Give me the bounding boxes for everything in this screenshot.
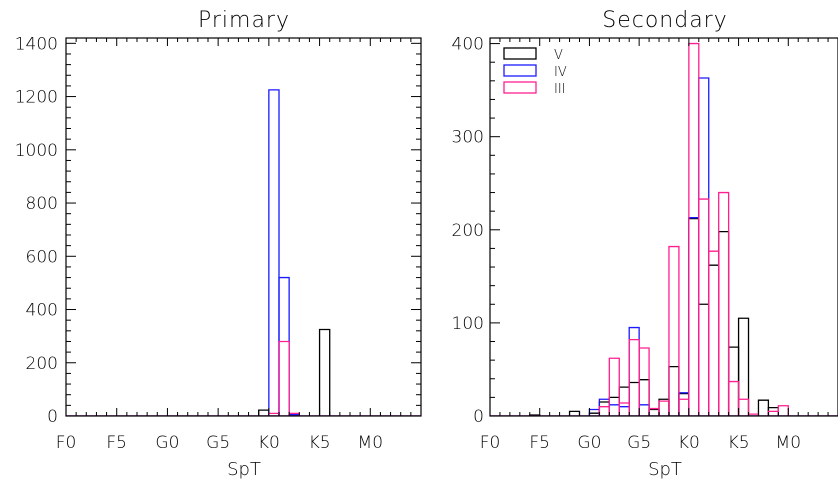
secondary-panel: Secondary SpT F0 F5 G0 G5 K0 K5 M0 0 100 200 300 40… [452,8,838,480]
legend-label-v: V [554,48,563,63]
y-tick-label: 100 [452,314,484,334]
hist-bar [628,326,640,416]
x-tick-label: K0 [678,433,700,453]
hist-bar [678,392,690,416]
legend-label-iv: IV [554,65,567,80]
x-tick-label: K5 [728,433,750,453]
y-tick-label: 1200 [15,88,58,108]
legend-swatch-iii [503,81,537,94]
hist-bar [648,408,660,416]
hist-bar [698,77,710,416]
x-tick-label: G5 [627,433,651,453]
series-iii-1 [490,42,838,416]
hist-bar [318,328,331,416]
hist-bar [628,381,640,416]
hist-bar [608,404,620,416]
hist-bar [678,393,690,416]
hist-bar [767,410,779,416]
hist-bar [658,400,670,416]
primary-panel: Primary SpT F0 F5 G0 G5 K0 K5 M0 0 200 400 600 800 1… [15,8,422,480]
x-tick-label: F0 [480,433,501,453]
series-v-1 [490,217,838,416]
x-tick-label: M0 [776,433,801,453]
y-tick-label: 1000 [15,141,58,161]
secondary-title: Secondary [602,8,728,33]
x-tick-label: M0 [358,433,383,453]
hist-bar [618,406,630,416]
y-tick-label: 0 [47,407,58,427]
y-tick-label: 1400 [15,34,58,54]
primary-title: Primary [198,8,290,33]
y-tick-label: 400 [26,301,58,321]
y-tick-label: 400 [452,35,484,55]
hist-bar [668,366,680,416]
hist-bar [278,276,290,416]
x-tick-label: F5 [529,433,550,453]
hist-bar [278,340,290,416]
x-tick-label: F5 [106,433,127,453]
x-tick-label: F0 [56,433,77,453]
y-tick-label: 600 [26,247,58,267]
hist-bar [718,191,730,416]
hist-bar [658,398,670,416]
x-tick-label: G0 [155,433,179,453]
y-tick-label: 300 [452,128,484,148]
y-tick-label: 200 [452,221,484,241]
hist-bar [698,198,710,416]
series-iv-0 [66,89,421,416]
hist-bar [638,347,650,416]
hist-bar [638,404,650,416]
x-tick-label: K5 [309,433,331,453]
hist-bar [608,357,620,416]
secondary-xlabel: SpT [648,459,682,480]
hist-bar [688,217,700,416]
hist-bar [737,398,750,416]
x-tick-label: K0 [258,433,280,453]
hist-bar [678,398,690,416]
series-iii-0 [66,340,421,416]
hist-bar [727,380,740,416]
series-v-0 [66,328,421,416]
hist-bar [708,264,720,416]
hist-bar [688,42,700,416]
hist-bar [698,303,710,416]
plot-frame [65,37,422,417]
hist-bar [718,231,730,416]
hist-bar [668,245,680,416]
hist-bar [628,339,640,416]
legend-swatch-v [503,47,537,60]
y-tick-label: 200 [26,354,58,374]
hist-bar [258,409,270,416]
hist-bar [618,386,630,416]
hist-bar [618,402,630,416]
hist-bar [757,399,770,416]
series-iv-1 [490,77,838,416]
hist-bar [608,396,620,416]
primary-xlabel: SpT [227,459,261,480]
hist-bar [598,401,610,416]
y-tick-label: 0 [473,407,484,427]
x-tick-label: G5 [206,433,230,453]
legend-label-iii: III [554,82,566,97]
x-tick-label: G0 [577,433,601,453]
hist-bar [638,379,650,416]
hist-bar [568,410,581,416]
hist-bar [777,405,789,416]
legend: V IV III [503,47,567,97]
hist-bar [737,317,750,416]
legend-swatch-iv [503,64,537,77]
hist-bar [268,89,280,416]
hist-bar [708,250,720,416]
y-tick-label: 800 [26,194,58,214]
hist-bar [598,406,610,416]
plot-frame [489,37,838,417]
hist-bar [688,217,700,416]
